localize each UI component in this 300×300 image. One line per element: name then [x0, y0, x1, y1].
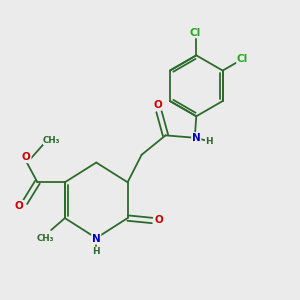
Text: Cl: Cl: [189, 28, 200, 38]
Text: O: O: [154, 215, 163, 226]
Text: O: O: [14, 200, 23, 211]
Text: H: H: [92, 247, 100, 256]
Text: N: N: [92, 234, 100, 244]
Text: O: O: [22, 152, 31, 163]
Text: CH₃: CH₃: [43, 136, 60, 145]
Text: H: H: [205, 137, 213, 146]
Text: Cl: Cl: [237, 54, 248, 64]
Text: O: O: [154, 100, 163, 110]
Text: N: N: [192, 133, 201, 143]
Text: CH₃: CH₃: [37, 234, 54, 243]
